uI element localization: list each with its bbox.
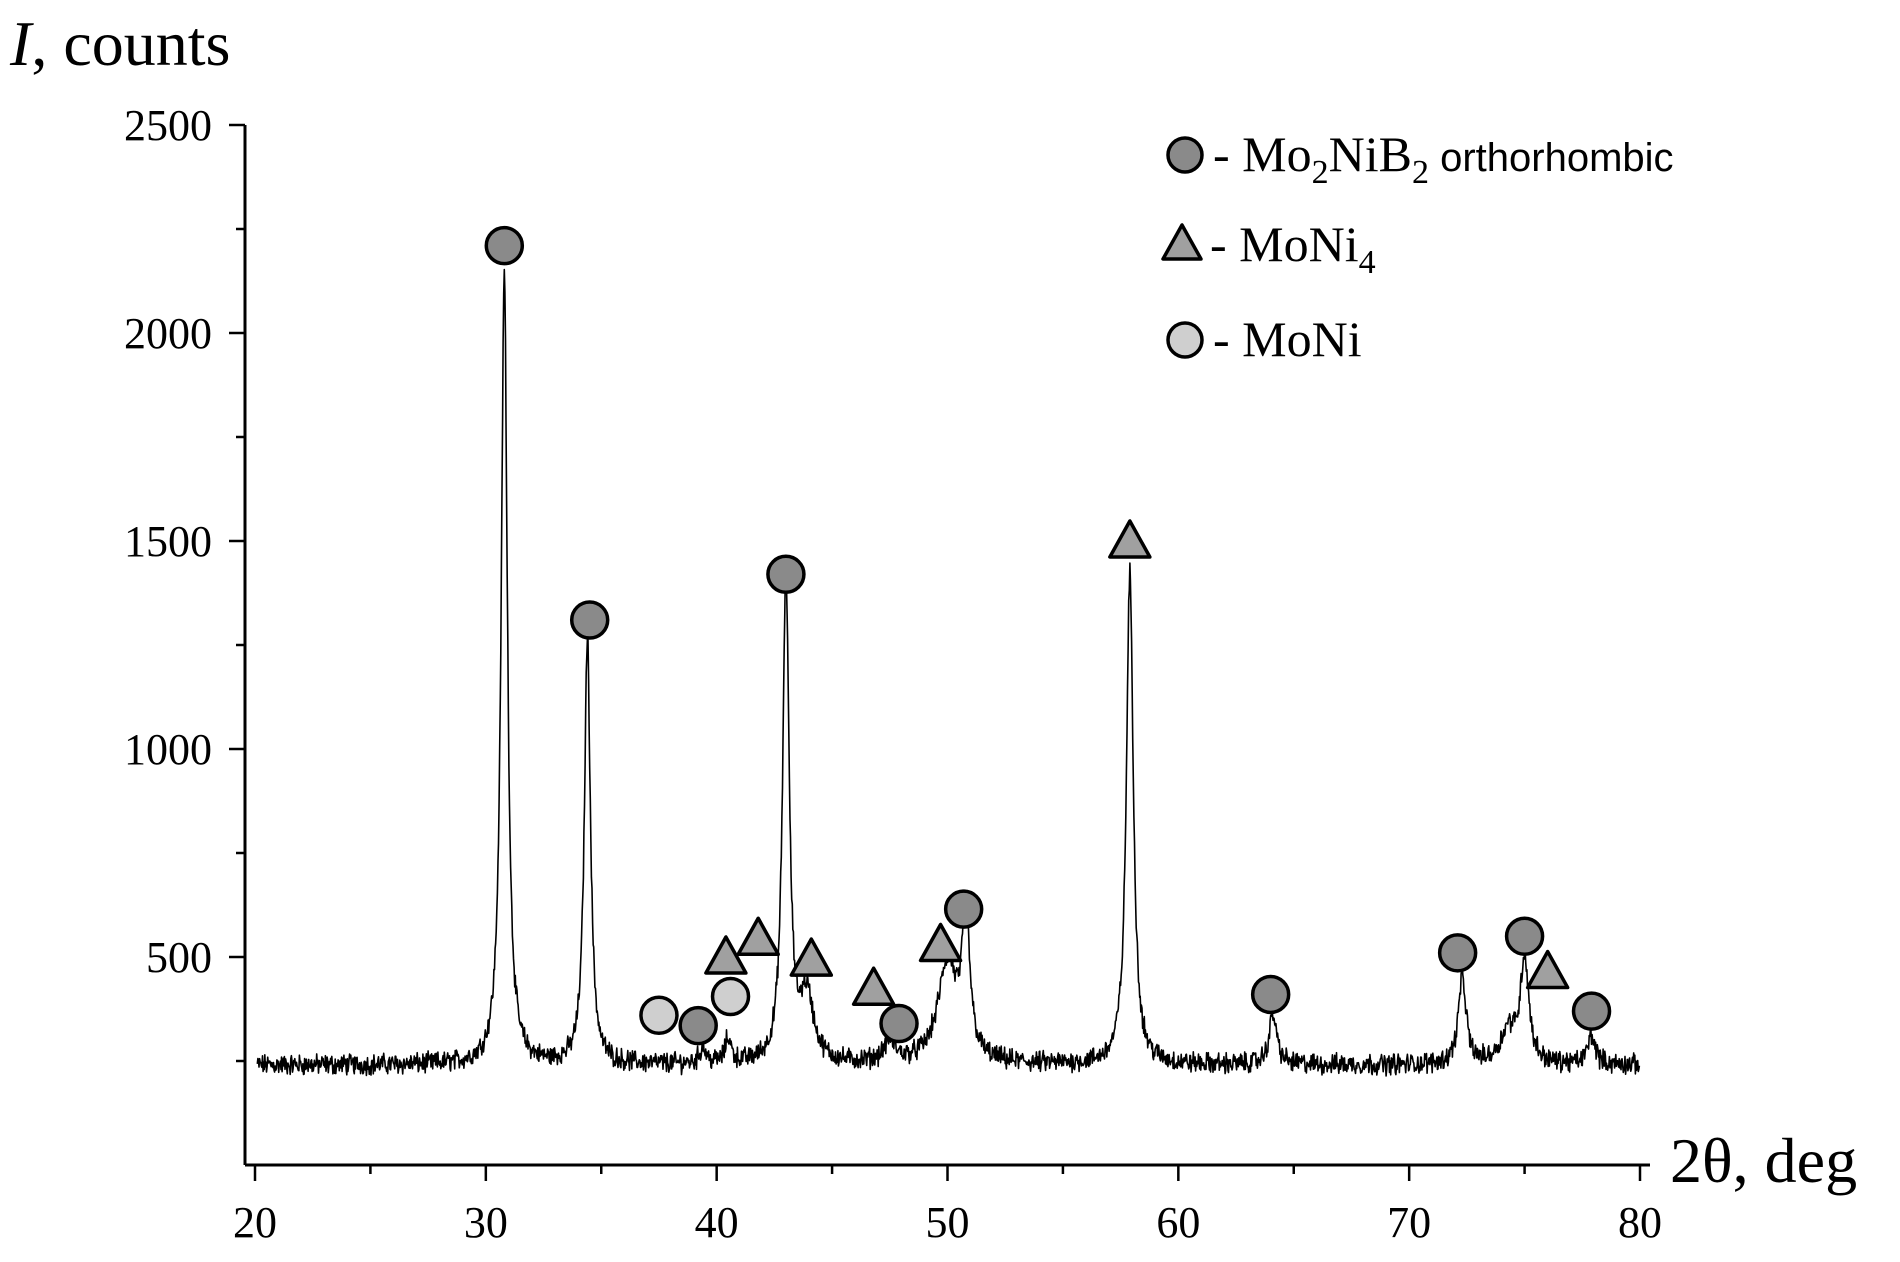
marker-moni4 — [736, 916, 780, 957]
x-axis-label: 2θ, deg — [1670, 1125, 1857, 1196]
marker-mo2nib2 — [879, 1003, 919, 1044]
y-tick-label: 2500 — [124, 101, 212, 150]
ticks: 20 30 40 50 60 70 80 500 1000 1500 2000 2500 — [124, 101, 1662, 1247]
y-tick-label: 1000 — [124, 725, 212, 774]
marker-moni4 — [851, 966, 896, 1006]
x-tick-label: 80 — [1618, 1198, 1662, 1247]
marker-mo2nib2 — [1250, 974, 1291, 1015]
marker-moni — [710, 976, 751, 1017]
x-tick-label: 20 — [233, 1198, 277, 1247]
marker-mo2nib2 — [766, 554, 806, 595]
marker-moni4 — [918, 922, 963, 963]
phase-markers — [484, 225, 1612, 1046]
marker-moni — [639, 995, 679, 1035]
x-tick-label: 40 — [695, 1198, 739, 1247]
marker-mo2nib2 — [678, 1005, 718, 1046]
y-axis-label: I, counts — [9, 8, 230, 79]
x-tick-label: 30 — [464, 1198, 508, 1247]
axes — [243, 125, 1650, 1167]
marker-mo2nib2 — [1437, 933, 1478, 973]
marker-moni4 — [1108, 519, 1152, 559]
y-tick-label: 1500 — [124, 517, 212, 566]
x-tick-label: 60 — [1156, 1198, 1200, 1247]
marker-mo2nib2 — [1504, 916, 1545, 956]
legend-label: - Mo2NiB2 orthorhombic — [1213, 126, 1674, 191]
marker-mo2nib2 — [943, 889, 984, 929]
x-tick-label: 50 — [926, 1198, 970, 1247]
legend-label: - MoNi4 — [1210, 216, 1376, 281]
marker-mo2nib2 — [569, 600, 610, 640]
marker-moni4 — [1525, 949, 1570, 990]
legend-label: - MoNi — [1213, 311, 1362, 367]
y-tick-label: 500 — [146, 933, 212, 982]
legend-symbol — [1166, 136, 1204, 174]
y-tick-label: 2000 — [124, 309, 212, 358]
y-axis-label-unit: , counts — [31, 8, 230, 79]
marker-mo2nib2 — [1571, 991, 1612, 1031]
legend-symbol — [1166, 321, 1204, 359]
marker-moni4 — [704, 935, 748, 975]
legend-symbol — [1161, 223, 1203, 261]
x-tick-label: 70 — [1387, 1198, 1431, 1247]
marker-moni4 — [789, 937, 834, 977]
legend: - Mo2NiB2 orthorhombic - MoNi4 - MoNi — [1161, 126, 1674, 367]
marker-mo2nib2 — [484, 225, 525, 266]
y-axis-label-symbol: I — [9, 8, 34, 79]
